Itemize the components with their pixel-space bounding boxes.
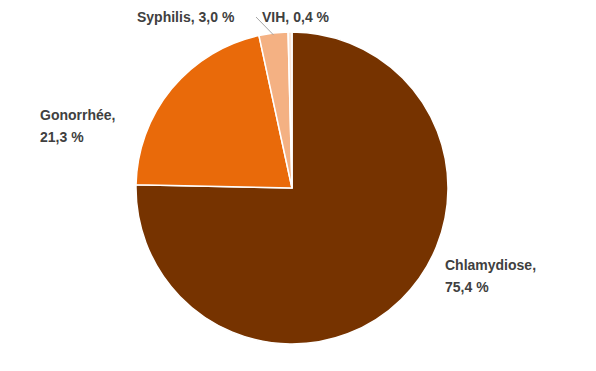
label-value: 75,4 % [445, 279, 489, 295]
label-value: 0,4 % [293, 9, 329, 25]
data-label: Syphilis,3,0 % [137, 9, 235, 25]
data-labels: Chlamydiose, 75,4 % Gonorrhée, 21,3 % Syphil… [40, 9, 536, 295]
pie-slice [259, 32, 292, 188]
label-category: Chlamydiose, [445, 257, 536, 273]
pie-slice [136, 32, 448, 344]
data-label: VIH,0,4 % [262, 9, 330, 25]
chart: Chlamydiose, 75,4 % Gonorrhée, 21,3 % Syphil… [0, 0, 596, 371]
data-label: Gonorrhée, 21,3 % [40, 107, 115, 145]
label-value: 3,0 % [199, 9, 235, 25]
pie-slice [288, 32, 292, 188]
slices [136, 32, 448, 344]
label-category: Syphilis, [137, 9, 195, 25]
label-value: 21,3 % [40, 129, 84, 145]
data-label: Chlamydiose, 75,4 % [445, 257, 536, 295]
label-category: VIH, [262, 9, 289, 25]
label-category: Gonorrhée, [40, 107, 115, 123]
